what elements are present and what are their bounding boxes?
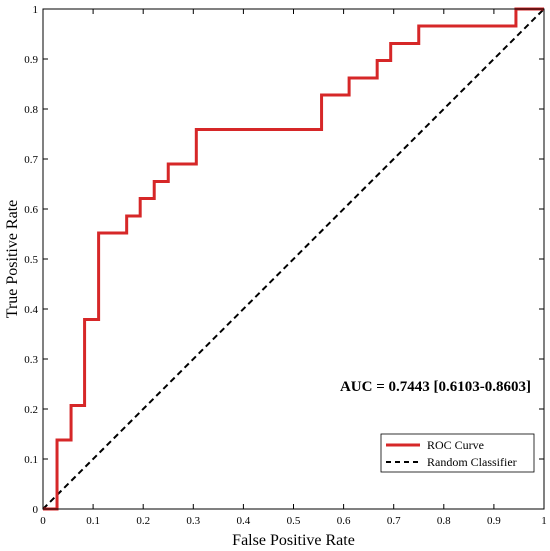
x-tick-label: 0.9	[487, 515, 501, 527]
y-tick-label: 0.9	[24, 54, 38, 66]
x-axis-ticks: 0 0.1 0.2 0.3 0.4 0.5 0.6 0.7 0.8 0.9 1	[40, 9, 547, 527]
legend-box	[380, 433, 535, 473]
y-tick-label: 0.1	[24, 454, 38, 466]
legend-label-random: Random Classifier	[427, 455, 517, 469]
x-tick-label: 0.3	[186, 515, 200, 527]
y-tick-label: 0	[33, 504, 39, 516]
x-tick-label: 0.7	[387, 515, 401, 527]
y-tick-label: 0.7	[24, 154, 38, 166]
y-tick-label: 0.8	[24, 104, 38, 116]
auc-annotation: AUC = 0.7443 [0.6103-0.8603]	[340, 379, 531, 395]
series-layer	[42, 7, 545, 511]
x-tick-label: 0	[40, 515, 46, 527]
random-classifier-line	[42, 8, 545, 510]
y-tick-label: 0.5	[24, 254, 38, 266]
y-axis-ticks: 0 0.1 0.2 0.3 0.4 0.5 0.6 0.7 0.8 0.9 1	[24, 4, 544, 516]
x-axis-label: False Positive Rate	[232, 532, 355, 549]
x-tick-label: 0.2	[136, 515, 150, 527]
x-tick-label: 0.5	[287, 515, 301, 527]
y-tick-label: 0.2	[24, 404, 38, 416]
roc-curve-line	[43, 7, 544, 511]
x-tick-label: 0.8	[437, 515, 451, 527]
y-tick-label: 1	[33, 4, 39, 16]
y-tick-label: 0.3	[24, 354, 38, 366]
x-tick-label: 0.6	[337, 515, 351, 527]
plot-frame	[42, 8, 545, 510]
y-axis-label: True Positive Rate	[4, 200, 21, 319]
x-tick-label: 0.4	[237, 515, 251, 527]
x-tick-label: 1	[541, 515, 547, 527]
legend: ROC Curve Random Classifier	[380, 433, 535, 473]
y-tick-label: 0.4	[24, 304, 38, 316]
y-tick-label: 0.6	[24, 204, 38, 216]
x-tick-label: 0.1	[86, 515, 100, 527]
legend-label-roc: ROC Curve	[427, 438, 484, 452]
